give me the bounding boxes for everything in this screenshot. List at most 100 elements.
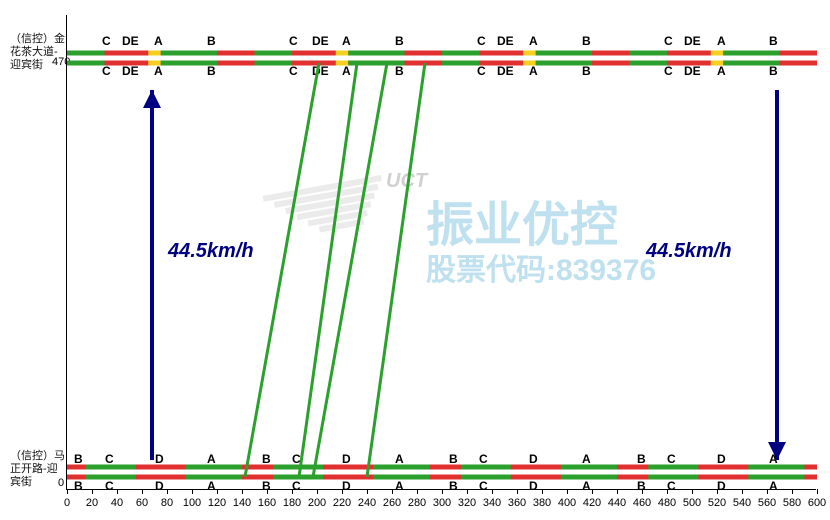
x-tick [742,489,743,494]
svg-text:A: A [582,452,591,466]
x-tick [617,489,618,494]
x-tick [367,489,368,494]
x-tick-label: 240 [358,497,376,509]
x-tick-label: 520 [708,497,726,509]
x-tick-label: 60 [136,497,148,509]
svg-text:C: C [477,34,486,48]
x-tick-label: 40 [111,497,123,509]
x-tick [692,489,693,494]
x-tick-label: 340 [483,497,501,509]
x-tick-label: 260 [383,497,401,509]
svg-text:D: D [529,479,538,490]
svg-text:C: C [477,64,486,78]
x-tick [142,489,143,494]
x-tick-label: 280 [408,497,426,509]
svg-text:A: A [342,64,351,78]
svg-text:B: B [262,452,271,466]
x-tick [492,489,493,494]
svg-text:C: C [667,452,676,466]
x-tick [717,489,718,494]
x-tick [92,489,93,494]
x-tick-label: 600 [808,497,826,509]
svg-text:A: A [529,64,538,78]
svg-text:C: C [102,64,111,78]
svg-text:DE: DE [122,34,139,48]
x-tick-label: 180 [283,497,301,509]
x-tick [767,489,768,494]
svg-text:D: D [342,479,351,490]
x-tick-label: 420 [583,497,601,509]
svg-text:C: C [479,452,488,466]
svg-text:C: C [667,479,676,490]
svg-text:B: B [769,64,778,78]
svg-text:A: A [207,479,216,490]
svg-text:A: A [717,64,726,78]
x-tick [592,489,593,494]
svg-text:B: B [449,479,458,490]
x-tick [567,489,568,494]
svg-text:C: C [664,34,673,48]
plot-area: CCDEDEAABBCCDEDEAABBCCDEDEAABBCCDEDEAABB… [66,15,816,490]
x-tick-label: 200 [308,497,326,509]
chart-container: （信控）金花茶大道-迎宾街 470 （信控）马正开路-迎宾街 0 振业优控股票代… [0,0,830,520]
svg-text:DE: DE [684,64,701,78]
svg-text:C: C [292,479,301,490]
x-tick [242,489,243,494]
svg-text:A: A [582,479,591,490]
x-tick [467,489,468,494]
svg-text:DE: DE [684,34,701,48]
svg-text:A: A [154,34,163,48]
svg-text:DE: DE [122,64,139,78]
svg-text:B: B [769,34,778,48]
x-tick [342,489,343,494]
x-tick [817,489,818,494]
svg-text:DE: DE [312,64,329,78]
svg-text:B: B [395,64,404,78]
svg-text:A: A [395,479,404,490]
x-tick [292,489,293,494]
svg-text:B: B [74,479,83,490]
x-tick [642,489,643,494]
svg-text:B: B [207,64,216,78]
x-tick [217,489,218,494]
x-tick [117,489,118,494]
x-tick-label: 360 [508,497,526,509]
svg-text:C: C [479,479,488,490]
y-label-bottom-text: （信控）马正开路-迎宾街 [10,450,65,488]
svg-text:D: D [717,479,726,490]
x-tick-label: 160 [258,497,276,509]
x-tick-label: 440 [608,497,626,509]
svg-text:B: B [582,34,591,48]
y-bottom-value: 0 [58,477,64,489]
svg-text:B: B [637,452,646,466]
x-tick-label: 20 [86,497,98,509]
svg-text:D: D [155,479,164,490]
x-tick [67,489,68,494]
svg-text:C: C [289,34,298,48]
x-tick-label: 500 [683,497,701,509]
x-tick-label: 460 [633,497,651,509]
svg-text:D: D [342,452,351,466]
svg-text:C: C [105,452,114,466]
svg-text:B: B [395,34,404,48]
svg-text:DE: DE [312,34,329,48]
svg-text:D: D [529,452,538,466]
svg-text:D: D [717,452,726,466]
svg-text:B: B [207,34,216,48]
svg-text:A: A [154,64,163,78]
x-tick [442,489,443,494]
x-tick-label: 0 [64,497,70,509]
x-tick-label: 380 [533,497,551,509]
svg-text:A: A [529,34,538,48]
x-tick [667,489,668,494]
svg-text:C: C [289,64,298,78]
x-tick [167,489,168,494]
x-tick-label: 320 [458,497,476,509]
x-tick-label: 220 [333,497,351,509]
x-tick-label: 560 [758,497,776,509]
svg-text:C: C [664,64,673,78]
svg-text:A: A [207,452,216,466]
x-tick [267,489,268,494]
x-tick-label: 120 [208,497,226,509]
svg-text:DE: DE [497,34,514,48]
